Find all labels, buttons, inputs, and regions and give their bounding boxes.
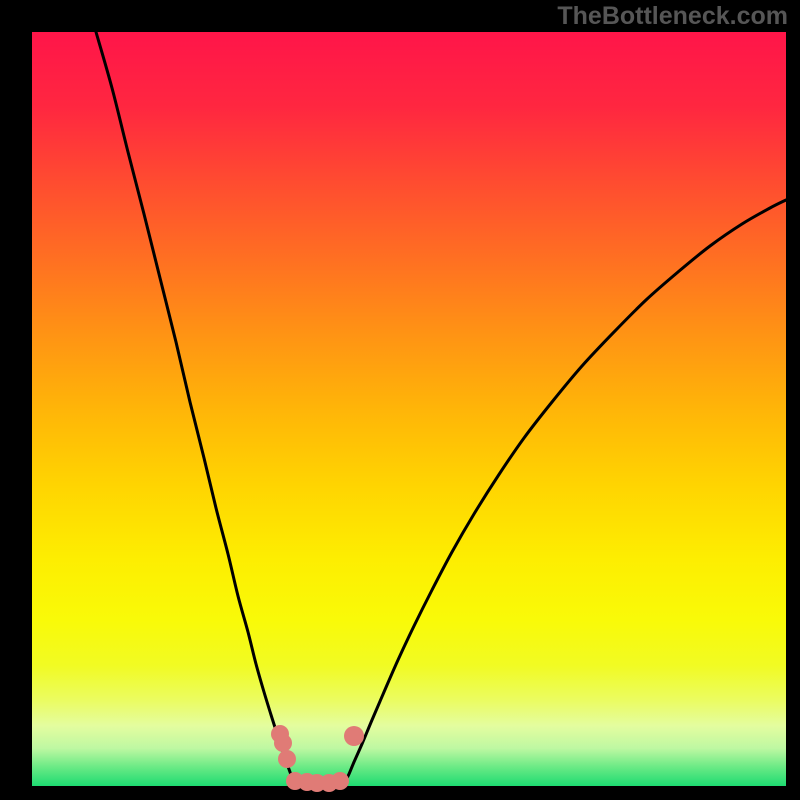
- watermark-text: TheBottleneck.com: [557, 2, 788, 31]
- frame-right: [786, 0, 800, 800]
- chart-svg: [32, 32, 786, 786]
- marker-left-1: [274, 734, 292, 752]
- frame-bottom: [0, 786, 800, 800]
- chart-plot-area: [32, 32, 786, 786]
- bottleneck-curve-left: [96, 32, 294, 784]
- bottleneck-curve-right: [344, 200, 786, 784]
- frame-left: [0, 0, 32, 800]
- marker-left-2: [278, 750, 296, 768]
- marker-bottom-4: [331, 772, 349, 790]
- marker-right-0: [344, 726, 364, 746]
